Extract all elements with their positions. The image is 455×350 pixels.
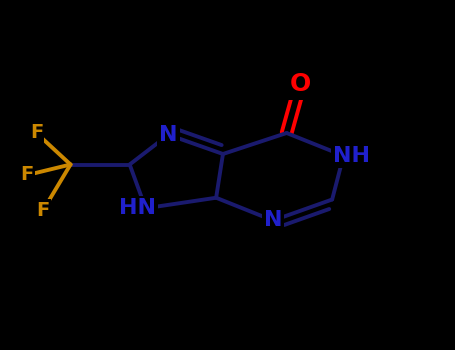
Text: F: F (30, 124, 43, 142)
Text: HN: HN (119, 198, 156, 218)
Text: F: F (36, 201, 50, 219)
Text: O: O (290, 72, 311, 96)
Text: N: N (264, 210, 282, 231)
Text: NH: NH (333, 146, 370, 166)
Text: N: N (159, 125, 177, 145)
Text: F: F (20, 166, 34, 184)
